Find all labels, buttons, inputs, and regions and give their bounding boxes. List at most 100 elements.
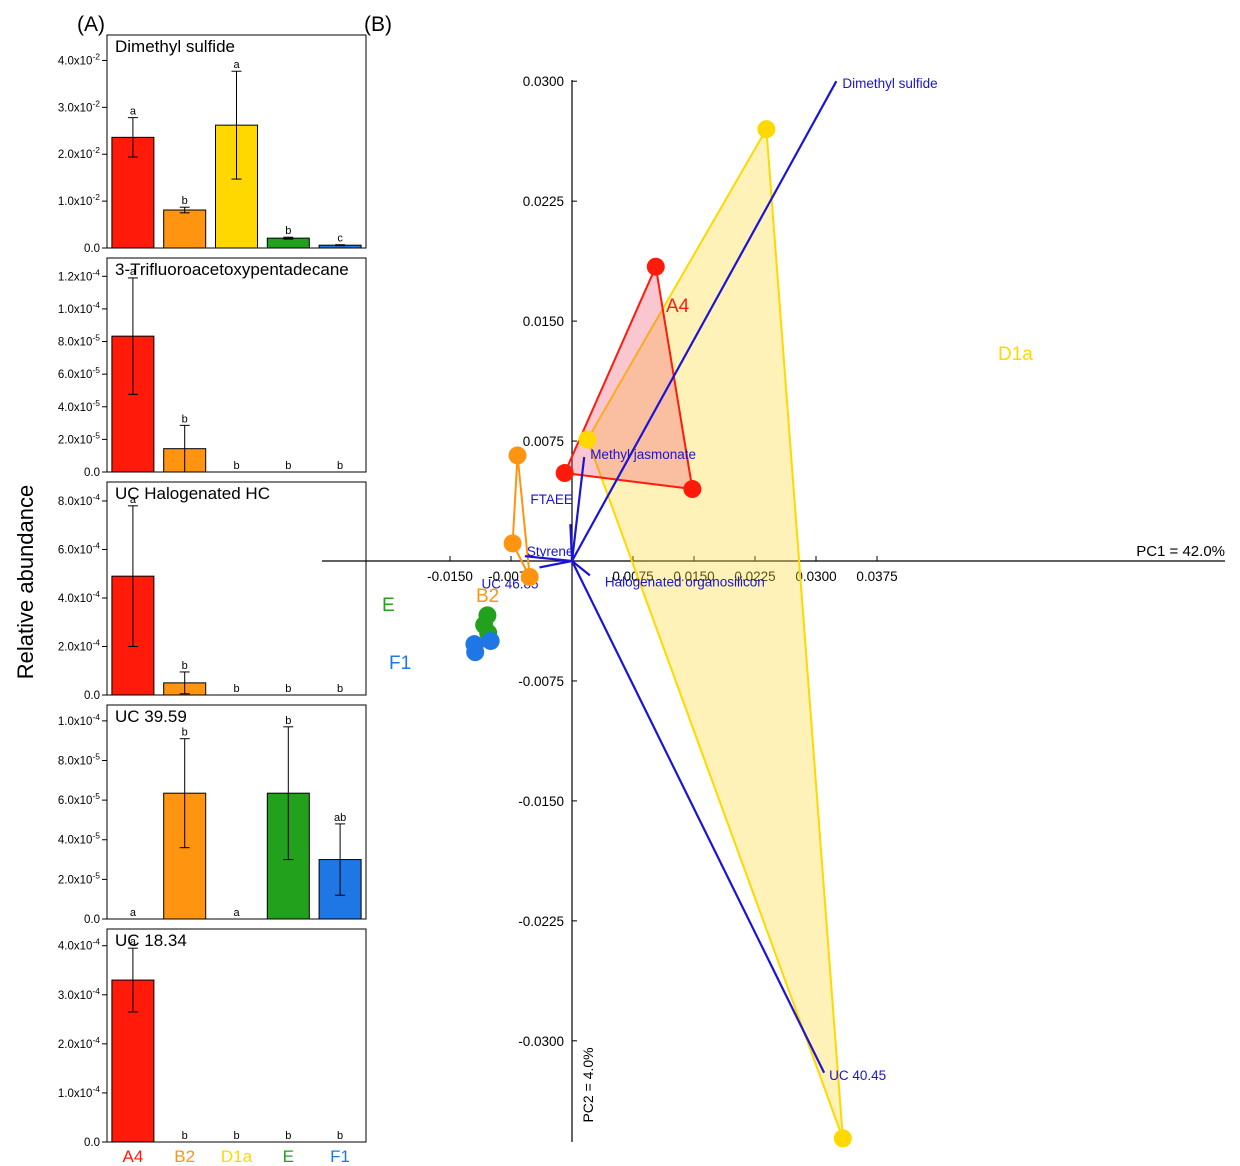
panel-b-pca-biplot: -0.0150 -0.0075 0.0075 0.0150 0.0225 0.0300 0.… — [322, 74, 1225, 1148]
bar-chart-2: 3-Trifluoroacetoxypentadecane 0.0 2.0x10-5… — [58, 257, 367, 479]
group-label-d1a: D1a — [998, 344, 1033, 365]
significance-letter: a — [130, 106, 137, 118]
significance-letter: b — [182, 660, 188, 672]
y-tick-label: 3.0x10-2 — [58, 98, 100, 114]
significance-letter: b — [233, 1130, 239, 1142]
bar-chart-4: UC 39.59 0.0 2.0x10-5 4.0x10-5 6.0x10-5 8.0x1… — [58, 704, 367, 926]
bar-chart-title: 3-Trifluoroacetoxypentadecane — [115, 260, 349, 279]
sample-point-d1a — [757, 120, 776, 139]
significance-letter: ab — [334, 812, 346, 824]
y-tick-label: 4.0x10-5 — [58, 398, 100, 414]
significance-letter: a — [130, 936, 137, 948]
bar-chart-5: UC 18.34 0.0 1.0x10-4 2.0x10-4 3.0x10-4 4.0x1… — [58, 928, 367, 1166]
loading-label: Halogenated organosilicon — [605, 574, 765, 589]
y-tick-label: -0.0225 — [518, 914, 564, 929]
significance-letter: a — [130, 907, 137, 919]
y-tick-label: 1.0x10-4 — [58, 300, 100, 316]
y-tick-label: 0.0 — [84, 243, 100, 255]
hull-b2 — [511, 455, 531, 578]
y-tick-label: 4.0x10-4 — [58, 937, 100, 953]
significance-letter: b — [285, 225, 291, 237]
y-tick-label: -0.0075 — [518, 674, 564, 689]
significance-letter: b — [337, 460, 343, 472]
bar-chart-3: UC Halogenated HC 0.0 2.0x10-4 4.0x10-4 6.0x… — [58, 481, 367, 702]
panel-label-a: (A) — [77, 13, 105, 36]
significance-letter: a — [233, 59, 240, 71]
plot-frame — [106, 704, 367, 920]
group-label-b2: B2 — [476, 586, 499, 607]
bar-chart-title: UC Halogenated HC — [115, 484, 270, 503]
significance-letter: b — [233, 460, 239, 472]
group-label-a4: A4 — [666, 296, 690, 317]
sample-point-a4 — [555, 464, 574, 483]
loading-vector — [571, 80, 838, 562]
pc2-axis-label: PC2 = 4.0% — [580, 1047, 596, 1122]
y-tick-label: 0.0 — [84, 914, 100, 926]
loading-vector — [571, 560, 826, 1074]
y-tick-label: -0.0150 — [518, 794, 564, 809]
bar-b2 — [163, 209, 207, 249]
y-tick-label: 2.0x10-4 — [58, 637, 100, 653]
y-tick-label: 6.0x10-5 — [58, 365, 100, 381]
hull-d1a — [586, 128, 844, 1140]
x-category-label-a4: A4 — [123, 1147, 144, 1166]
x-tick-label: 0.0300 — [795, 569, 836, 584]
significance-letter: b — [337, 683, 343, 695]
x-category-label-e: E — [283, 1147, 294, 1166]
plot-frame — [106, 928, 367, 1143]
y-tick-label: 6.0x10-4 — [58, 540, 100, 556]
sample-point-f1 — [466, 643, 485, 662]
sample-point-f1 — [481, 631, 500, 650]
bar-chart-title: UC 39.59 — [115, 707, 187, 726]
y-tick-label: 8.0x10-5 — [58, 333, 100, 349]
x-category-label-f1: F1 — [330, 1147, 350, 1166]
loading-vector — [571, 560, 591, 577]
significance-letter: a — [233, 907, 240, 919]
y-tick-label: 1.2x10-4 — [58, 267, 100, 283]
sample-point-a4 — [683, 480, 702, 499]
shared-y-axis-label: Relative abundance — [13, 485, 38, 679]
panel-label-b: (B) — [364, 13, 392, 36]
y-tick-label: 0.0150 — [523, 314, 564, 329]
loading-label: Dimethyl sulfide — [842, 76, 937, 91]
y-tick-label: 6.0x10-5 — [58, 791, 100, 807]
loading-label: Styrene — [527, 544, 574, 559]
significance-letter: b — [182, 1130, 188, 1142]
pc1-axis-label: PC1 = 42.0% — [1136, 543, 1225, 560]
x-tick-label: 0.0375 — [856, 569, 897, 584]
plot-frame — [106, 257, 367, 473]
x-tick-label: 0.0225 — [734, 569, 775, 584]
x-tick-label: 0.0075 — [612, 569, 653, 584]
loading-vector — [539, 559, 573, 569]
y-tick-label: 1.0x10-2 — [58, 192, 100, 208]
y-tick-label: 0.0 — [84, 467, 100, 479]
significance-letter: b — [285, 683, 291, 695]
bar-e — [266, 237, 310, 249]
significance-letter: c — [337, 233, 343, 245]
plot-frame — [106, 481, 367, 696]
sample-point-d1a — [578, 430, 597, 449]
loading-label: Methyl jasmonate — [590, 447, 696, 462]
y-tick-label: 4.0x10-2 — [58, 51, 100, 67]
bar-chart-title: UC 18.34 — [115, 931, 187, 950]
sample-point-d1a — [833, 1129, 852, 1148]
sample-point-b2 — [520, 567, 539, 586]
y-tick-label: 4.0x10-5 — [58, 831, 100, 847]
y-tick-label: 0.0075 — [523, 434, 564, 449]
loading-vector — [569, 524, 574, 562]
bar-chart-title: Dimethyl sulfide — [115, 37, 235, 56]
panel-a-bar-charts: Dimethyl sulfide 0.0 1.0x10-2 2.0x10-2 3.0x1… — [58, 34, 367, 1166]
x-category-label-d1a: D1a — [221, 1147, 253, 1166]
y-tick-label: 2.0x10-2 — [58, 145, 100, 161]
significance-letter: b — [285, 460, 291, 472]
sample-point-a4 — [646, 257, 665, 276]
y-tick-label: 0.0225 — [523, 194, 564, 209]
y-tick-label: 2.0x10-5 — [58, 430, 100, 446]
y-tick-label: 1.0x10-4 — [58, 712, 100, 728]
y-tick-label: -0.0300 — [518, 1034, 564, 1049]
x-tick-label: 0.0150 — [673, 569, 714, 584]
significance-letter: b — [337, 1130, 343, 1142]
y-tick-label: 0.0 — [84, 1137, 100, 1149]
significance-letter: b — [182, 727, 188, 739]
